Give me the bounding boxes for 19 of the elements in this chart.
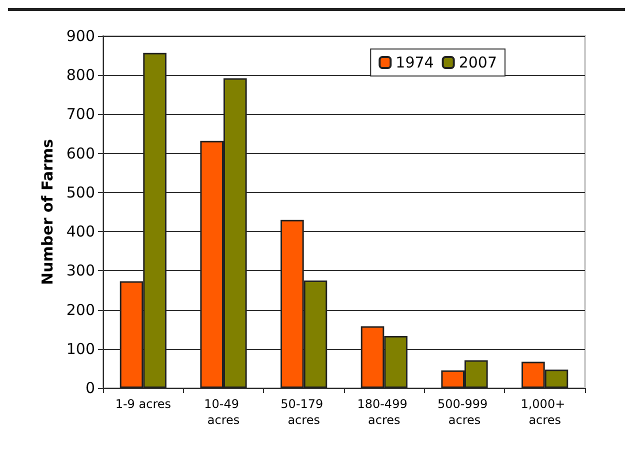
y-tick-label: 400 <box>66 222 95 241</box>
x-tick-label: 10-49 acres <box>204 397 243 427</box>
y-axis-title: Number of Farms <box>38 138 56 285</box>
x-tick-label: 180-499 acres <box>357 397 412 427</box>
y-tick-label: 600 <box>66 144 95 162</box>
y-tick-label: 800 <box>66 66 95 84</box>
y-tick-label: 0 <box>85 379 95 397</box>
legend-label: 1974 <box>396 54 434 72</box>
x-tick-label: 50-179 acres <box>280 397 327 427</box>
y-tick-label: 700 <box>66 105 95 124</box>
x-tick-label: 1-9 acres <box>115 397 172 411</box>
legend-label: 2007 <box>458 54 498 72</box>
y-tick-label: 300 <box>66 262 95 280</box>
y-tick-label: 200 <box>66 300 95 319</box>
x-tick-label: 1,000+ acres <box>520 397 569 427</box>
x-tick-label: 500-999 acres <box>438 397 492 427</box>
y-tick-label: 100 <box>66 340 95 358</box>
y-tick-label: 500 <box>66 183 95 202</box>
y-tick-label: 900 <box>66 27 95 45</box>
